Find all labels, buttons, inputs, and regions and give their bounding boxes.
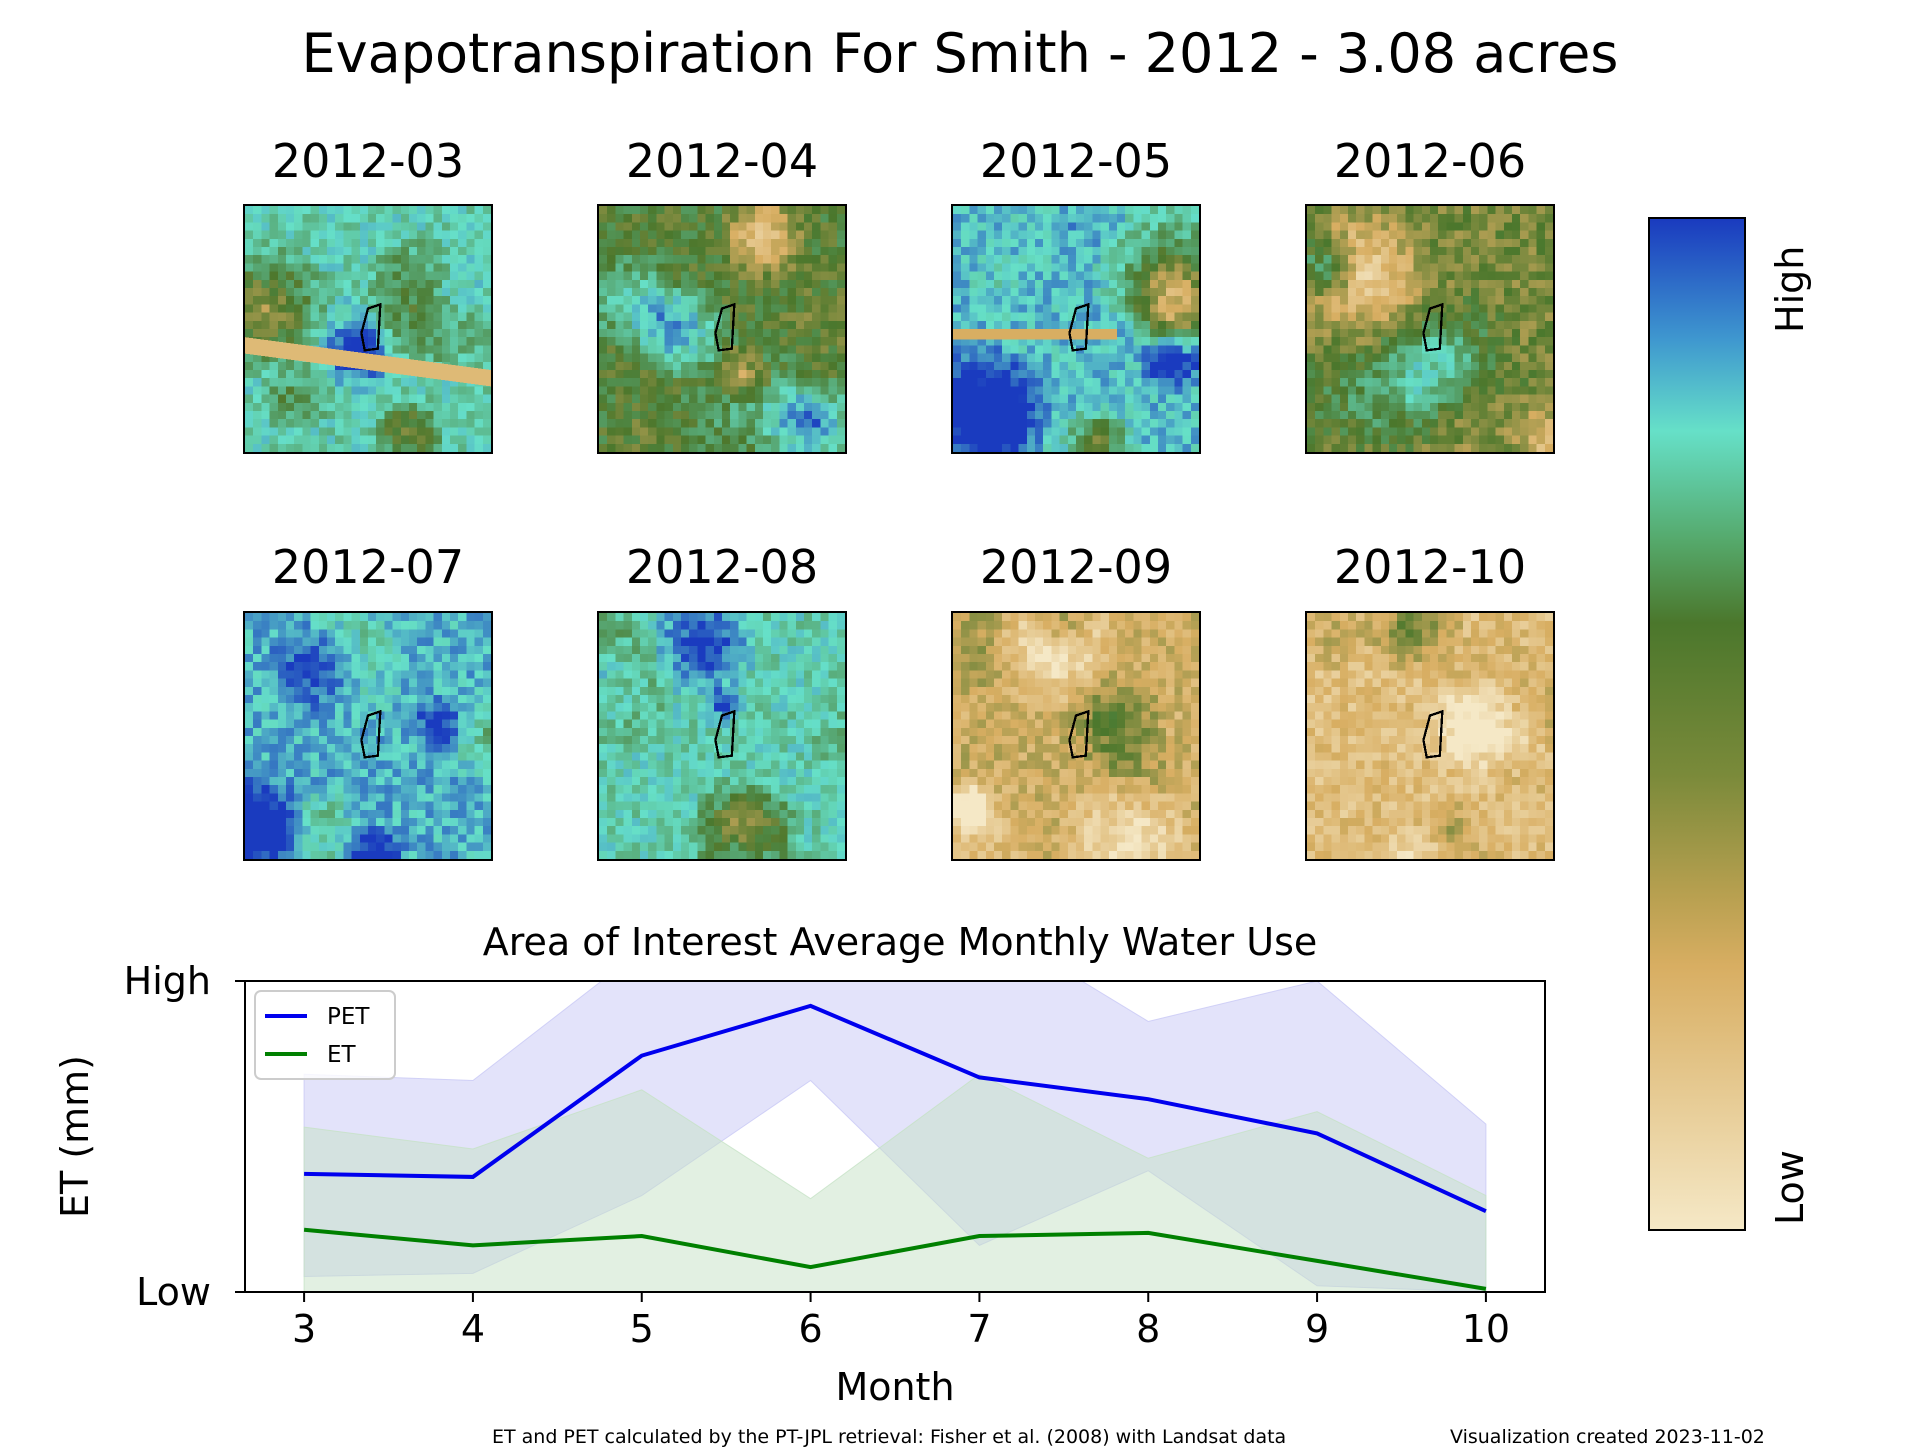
et-map-1 [243,204,493,454]
map-title-1: 2012-03 [238,134,498,188]
et-range-band [304,1074,1486,1292]
y-tick-label: High [124,959,211,1003]
map-title-8: 2012-10 [1300,540,1560,594]
x-tick-label: 3 [292,1307,316,1351]
et-map-2 [597,204,847,454]
et-map-3 [951,204,1201,454]
et-map-8 [1305,611,1555,861]
plot-frame [245,981,1545,1292]
x-tick-label: 4 [461,1307,485,1351]
legend-box [255,991,395,1079]
et-map-4 [1305,204,1555,454]
map-title-3: 2012-05 [946,134,1206,188]
main-title: Evapotranspiration For Smith - 2012 - 3.… [0,22,1920,85]
x-tick-label: 8 [1136,1307,1160,1351]
x-tick-label: 5 [630,1307,654,1351]
x-tick-label: 6 [798,1307,822,1351]
et-map-6 [597,611,847,861]
x-tick-label: 9 [1305,1307,1329,1351]
map-title-5: 2012-07 [238,540,498,594]
footer-credit: ET and PET calculated by the PT-JPL retr… [492,1426,1286,1448]
legend-label-et: ET [327,1042,357,1068]
colorbar-low-label: Low [1768,1150,1812,1225]
et-map-7 [951,611,1201,861]
map-title-6: 2012-08 [592,540,852,594]
legend-label-pet: PET [327,1004,370,1030]
footer-date: Visualization created 2023-11-02 [1450,1426,1765,1448]
x-axis-label: Month [835,1365,954,1409]
x-tick-label: 10 [1462,1307,1510,1351]
y-tick-label: Low [136,1270,211,1314]
colorbar-high-label: High [1768,246,1812,333]
colorbar [1648,217,1746,1231]
map-title-4: 2012-06 [1300,134,1560,188]
x-tick-label: 7 [967,1307,991,1351]
chart-title: Area of Interest Average Monthly Water U… [245,920,1555,964]
map-title-2: 2012-04 [592,134,852,188]
legend: PET ET [255,991,395,1079]
y-axis-label: ET (mm) [53,1055,97,1218]
et-map-5 [243,611,493,861]
et-line [304,1230,1486,1289]
pet-line [304,1006,1486,1211]
map-title-7: 2012-09 [946,540,1206,594]
